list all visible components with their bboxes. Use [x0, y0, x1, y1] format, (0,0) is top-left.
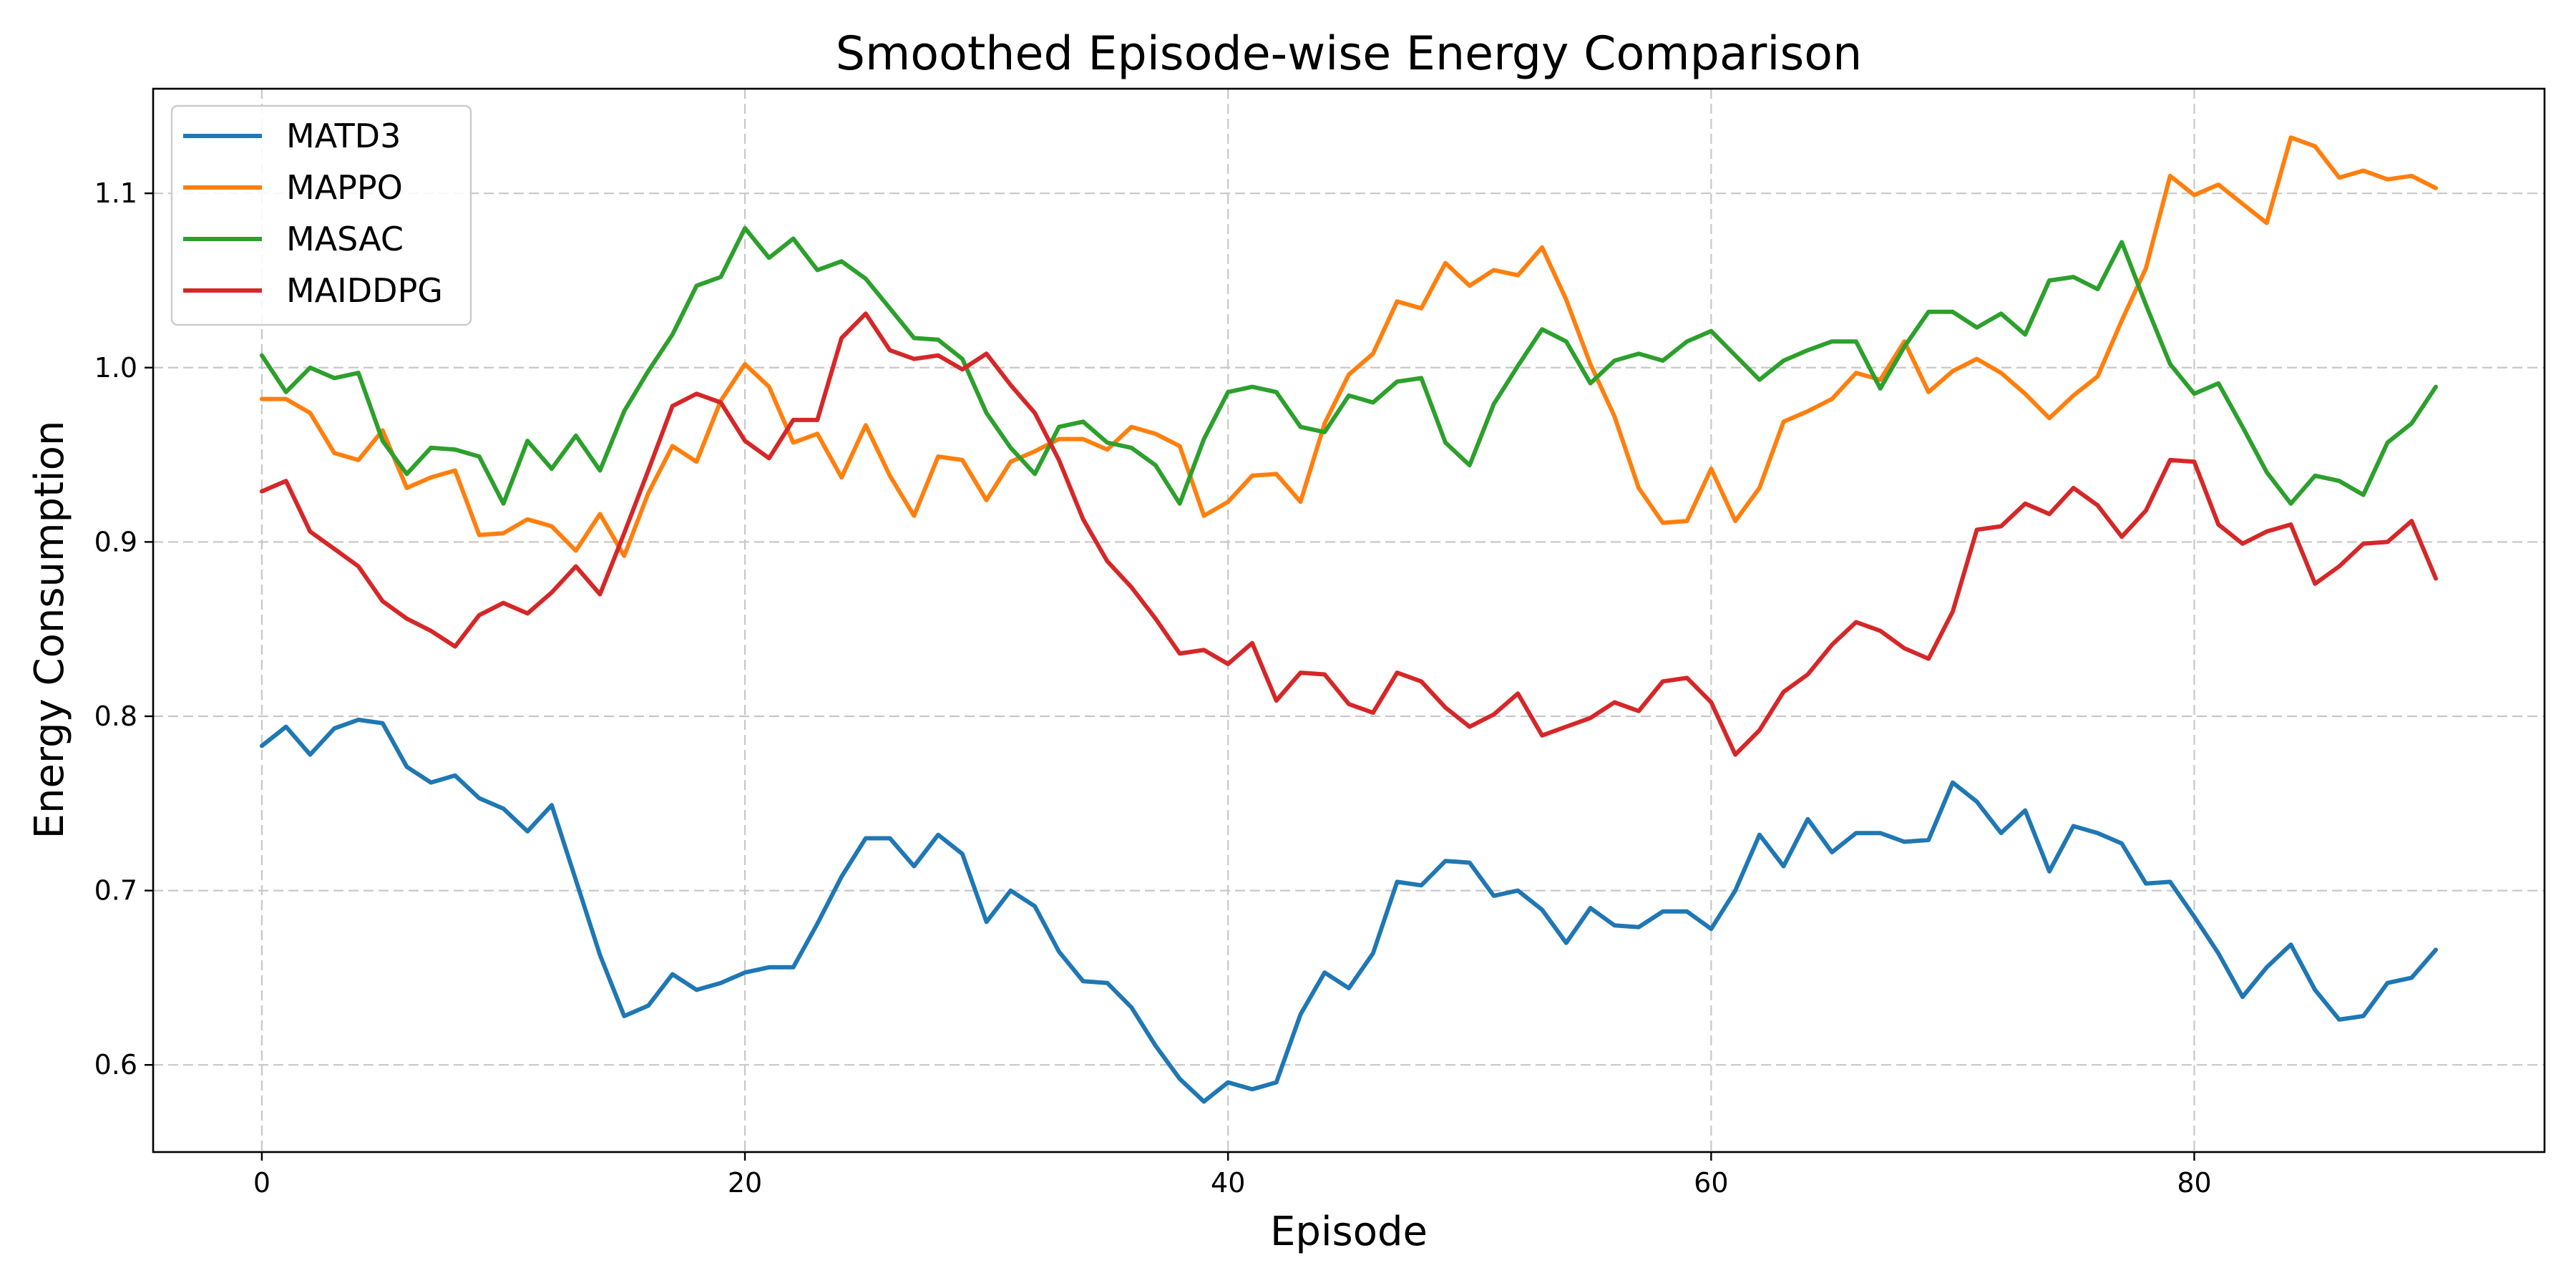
series-line-mappo	[259, 135, 2439, 558]
series-lines	[259, 135, 2439, 1104]
x-tick-label: 40	[1211, 1167, 1245, 1199]
gridlines	[153, 89, 2545, 1152]
y-tick-label: 0.6	[94, 1049, 137, 1080]
series-line-maiddpg	[259, 311, 2439, 757]
series-line-matd3	[259, 717, 2439, 1104]
x-tick-label: 60	[1694, 1167, 1728, 1199]
y-tick-label: 1.1	[94, 177, 137, 209]
x-axis-ticks: 0 20 40 60 80	[253, 1152, 2212, 1199]
y-tick-label: 0.8	[94, 701, 137, 732]
legend-label-maiddpg: MAIDDPG	[286, 271, 443, 310]
x-tick-label: 0	[253, 1167, 270, 1199]
legend-box	[170, 104, 472, 326]
y-tick-label: 0.9	[94, 526, 137, 557]
chart-title: Smoothed Episode-wise Energy Comparison	[836, 27, 1863, 81]
y-tick-label: 1.0	[94, 352, 137, 384]
series-line-masac	[259, 225, 2439, 506]
y-axis-label: Energy Consumption	[26, 421, 73, 839]
legend-label-mappo: MAPPO	[286, 168, 403, 207]
x-axis-label: Episode	[1270, 1209, 1428, 1255]
legend-label-masac: MASAC	[286, 220, 404, 258]
plot-frame	[152, 87, 2546, 1153]
y-axis-ticks: 0.6 0.7 0.8 0.9 1.0 1.1	[94, 177, 153, 1080]
legend-label-matd3: MATD3	[286, 117, 401, 155]
x-tick-label: 20	[728, 1167, 762, 1199]
legend: MATD3 MAPPO MASAC MAIDDPG	[170, 104, 472, 326]
y-tick-label: 0.7	[94, 875, 137, 907]
x-tick-label: 80	[2177, 1167, 2211, 1199]
